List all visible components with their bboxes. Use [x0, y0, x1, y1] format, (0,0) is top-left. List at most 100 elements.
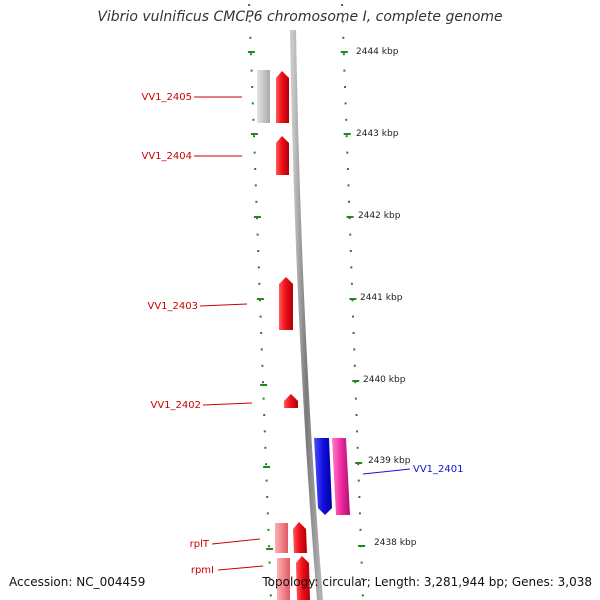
tick-mark [257, 250, 260, 252]
gene-label-rplt[interactable]: rplT [190, 539, 210, 550]
major-tick-mark [358, 545, 366, 547]
tick-mark [354, 381, 357, 384]
gene-labels: VV1_2405 VV1_2404 VV1_2403 VV1_2402 VV1_… [142, 92, 464, 576]
tick-mark [341, 20, 344, 23]
tick-mark [354, 397, 357, 400]
tick-mark [269, 594, 272, 597]
leader-line [199, 303, 248, 307]
gene-arrow-vv1-2404[interactable] [276, 136, 289, 175]
tick-mark [266, 512, 269, 515]
tick-mark [254, 184, 257, 187]
major-tick-mark [340, 51, 348, 53]
tick-mark [252, 118, 255, 121]
tick-mark [348, 200, 350, 203]
tick-mark [256, 233, 259, 236]
tick-mark [255, 200, 258, 203]
gene-leader-lines [194, 96, 411, 571]
tick-mark [341, 4, 344, 6]
tick-mark [250, 69, 253, 72]
major-tick-mark [250, 133, 258, 135]
tick-mark [345, 135, 348, 138]
tick-mark [259, 299, 261, 302]
tick-mark [248, 20, 251, 23]
tick-mark [353, 364, 356, 367]
tick-mark [264, 446, 267, 449]
position-label: 2440 kbp [363, 375, 406, 385]
tick-mark [342, 36, 345, 39]
genome-info-text: Topology: circular; Length: 3,281,944 bp… [262, 575, 592, 589]
tick-mark [253, 135, 255, 138]
tick-mark [359, 528, 362, 531]
tick-mark [357, 463, 360, 466]
gene-block-vv1-2401-pair[interactable] [332, 438, 350, 515]
tick-mark [249, 36, 252, 39]
tick-mark [250, 53, 252, 56]
tick-mark [256, 217, 258, 220]
tick-mark [267, 528, 270, 531]
tick-mark [353, 348, 356, 351]
tick-mark [360, 561, 363, 564]
tick-mark [262, 397, 265, 400]
tick-mark [356, 446, 359, 449]
leader-line [202, 402, 253, 406]
major-tick-mark [352, 380, 360, 382]
tick-mark [266, 496, 269, 498]
gene-arrow-vv1-2405[interactable] [276, 71, 289, 123]
gene-features [257, 70, 350, 600]
tick-mark [349, 233, 352, 236]
tick-mark [344, 102, 347, 105]
tick-mark [357, 479, 360, 482]
tick-mark [358, 496, 361, 498]
tick-mark [344, 86, 346, 88]
tick-mark [356, 430, 359, 433]
leader-line [362, 468, 411, 475]
left-tick-track [247, 4, 274, 597]
tick-mark [251, 102, 254, 105]
gene-block-pseudo[interactable] [257, 70, 270, 123]
tick-mark [262, 381, 264, 384]
major-tick-mark [263, 466, 271, 468]
major-tick-mark [343, 133, 351, 135]
gene-label-vv1-2402[interactable]: VV1_2402 [151, 400, 202, 411]
gene-label-vv1-2404[interactable]: VV1_2404 [142, 151, 193, 162]
gene-arrow-rpmi[interactable] [296, 556, 310, 600]
tick-mark [346, 151, 349, 154]
tick-mark [253, 151, 256, 154]
major-tick-mark [349, 298, 357, 300]
gene-arrow-vv1-2402[interactable] [284, 394, 298, 408]
tick-mark [260, 332, 263, 334]
gene-block-rpmi-pale[interactable] [277, 558, 290, 600]
gene-label-rpmi[interactable]: rpmI [191, 565, 214, 576]
major-tick-mark [355, 462, 363, 464]
tick-mark [251, 86, 254, 88]
tick-mark [263, 430, 266, 433]
tick-mark [263, 414, 266, 416]
chromosome-backbone [290, 29, 323, 600]
major-tick-mark [260, 384, 268, 386]
tick-mark [257, 266, 260, 269]
position-labels: 2444 kbp 2443 kbp 2442 kbp 2441 kbp 2440… [356, 47, 417, 548]
tick-mark [347, 184, 350, 187]
gene-arrow-vv1-2401[interactable] [314, 438, 332, 515]
tick-mark [349, 250, 352, 252]
major-tick-mark [253, 216, 261, 218]
map-title: Vibrio vulnificus CMCP6 chromosome I, co… [97, 9, 503, 25]
tick-mark [268, 561, 271, 564]
tick-mark [343, 69, 346, 72]
tick-mark [248, 4, 251, 6]
gene-block-rplt-pale[interactable] [275, 523, 288, 553]
gene-label-vv1-2405[interactable]: VV1_2405 [142, 92, 193, 103]
tick-mark [342, 53, 345, 56]
tick-mark [352, 332, 355, 334]
gene-label-vv1-2401[interactable]: VV1_2401 [413, 464, 464, 475]
right-tick-track [340, 4, 366, 597]
gene-arrow-rplt[interactable] [293, 522, 307, 553]
tick-mark [351, 299, 354, 302]
gene-arrow-vv1-2403[interactable] [279, 277, 293, 330]
tick-mark [269, 578, 272, 580]
tick-mark [261, 364, 264, 367]
tick-mark [348, 217, 351, 220]
tick-mark [265, 479, 268, 482]
gene-label-vv1-2403[interactable]: VV1_2403 [148, 301, 199, 312]
